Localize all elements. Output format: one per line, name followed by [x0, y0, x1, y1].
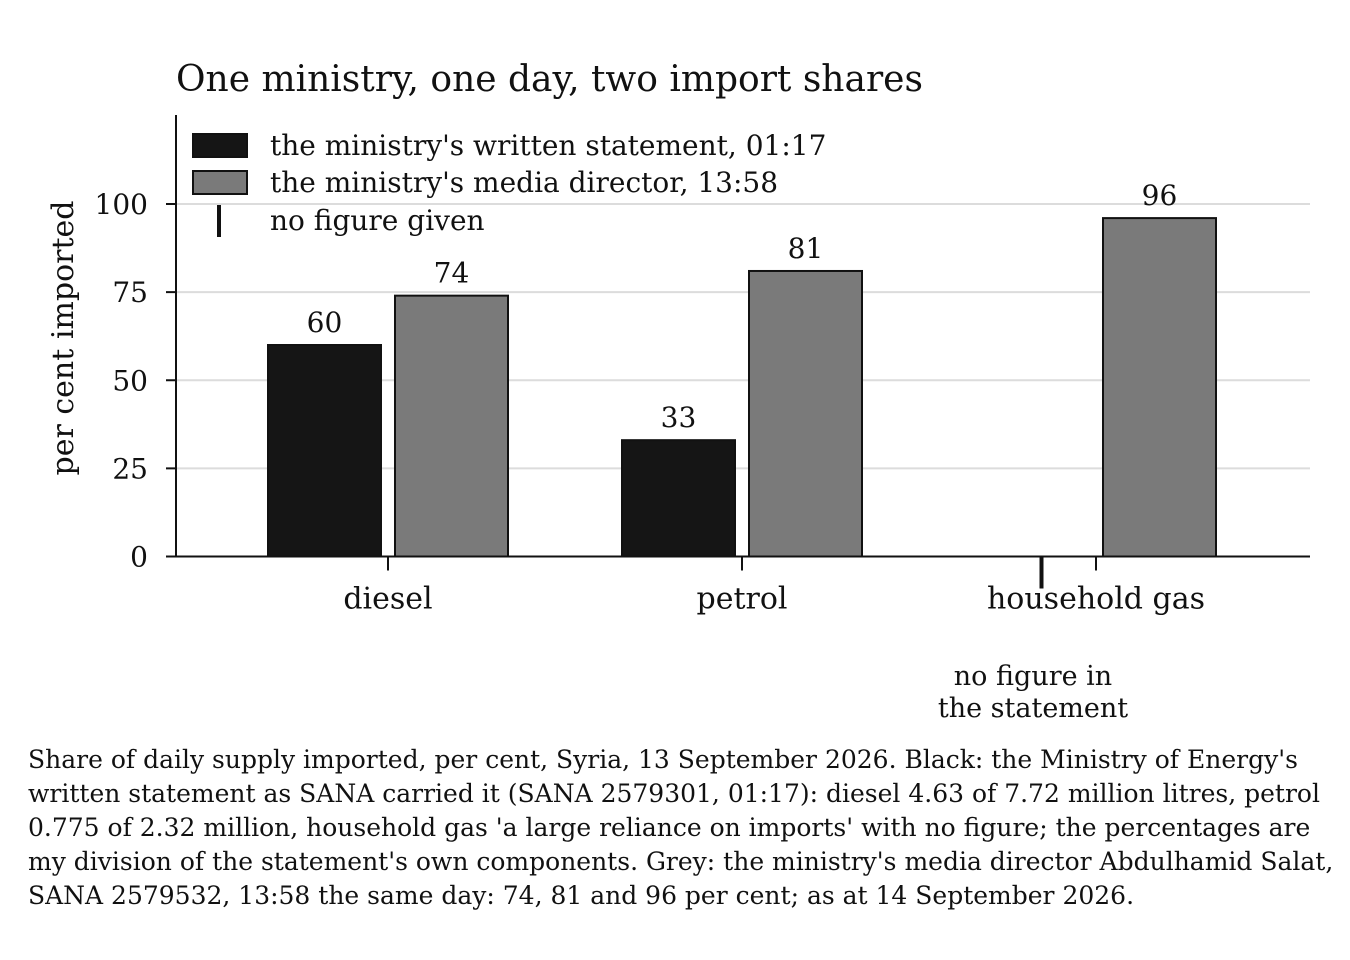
x-tick-label: household gas [987, 582, 1205, 617]
axes: 0 25 50 75 100 diesel petrol household gas [95, 115, 1310, 617]
legend-label: the ministry's written statement, 01:17 [270, 129, 826, 162]
data-label: 60 [307, 306, 343, 339]
legend-swatch [192, 170, 248, 195]
bar [394, 294, 509, 558]
y-tick-label: 25 [112, 452, 148, 485]
data-label: 74 [434, 257, 470, 290]
chart: One ministry, one day, two import shares… [46, 59, 1310, 724]
y-tick-label: 75 [112, 276, 148, 309]
legend-label: the ministry's media director, 13:58 [270, 166, 778, 199]
bar [1102, 217, 1217, 558]
legend: the ministry's written statement, 01:17 t… [192, 129, 826, 237]
bar [621, 439, 736, 558]
bar [748, 269, 863, 558]
data-label: 81 [788, 232, 824, 265]
y-tick-label: 50 [112, 364, 148, 397]
annotation-text: no figure in [954, 661, 1112, 692]
y-tick-label: 0 [130, 541, 148, 574]
caption: Share of daily supply imported, per cent… [28, 745, 1334, 910]
legend-label: no figure given [270, 204, 485, 237]
annotation-text: the statement [938, 693, 1128, 724]
data-label: 96 [1142, 179, 1178, 212]
chart-title: One ministry, one day, two import shares [176, 59, 923, 100]
y-axis-label: per cent imported [46, 201, 81, 476]
bar [267, 344, 382, 558]
legend-swatch [192, 133, 248, 158]
y-tick-label: 100 [95, 188, 148, 221]
bars: 60 74 33 81 96 [267, 179, 1217, 589]
data-label: 33 [661, 401, 697, 434]
x-tick-label: petrol [696, 582, 787, 617]
x-tick-label: diesel [343, 582, 432, 617]
